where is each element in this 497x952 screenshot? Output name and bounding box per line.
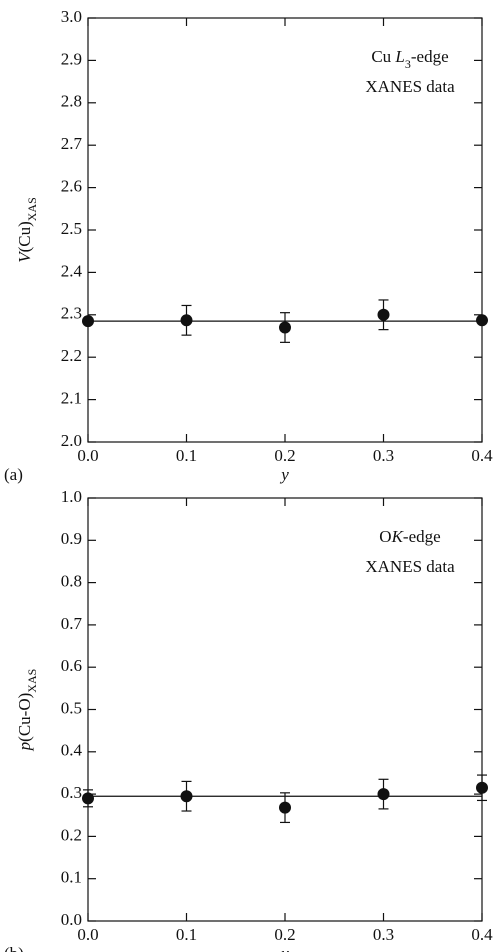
- y-tick-label: 2.4: [61, 261, 83, 280]
- y-tick-label: 0.1: [61, 868, 82, 887]
- annotation: Cu L3-edge: [371, 47, 448, 71]
- y-tick-label: 2.8: [61, 92, 82, 111]
- y-tick-label: 2.5: [61, 219, 82, 238]
- y-tick-label: 0.4: [61, 741, 83, 760]
- x-tick-label: 0.1: [176, 446, 197, 465]
- y-tick-label: 2.1: [61, 389, 82, 408]
- y-axis-label-part: p: [15, 742, 34, 752]
- y-tick-label: 2.3: [61, 304, 82, 323]
- annotation-part: K: [391, 527, 405, 546]
- y-axis-label-part: XAS: [25, 669, 39, 693]
- x-axis-label: y: [279, 465, 289, 484]
- y-axis-label-part: V: [15, 250, 34, 263]
- annotation-part: XANES data: [365, 77, 455, 96]
- x-tick-label: 0.1: [176, 925, 197, 944]
- x-axis-label: y: [279, 944, 289, 952]
- data-point: [279, 801, 291, 814]
- data-point: [476, 314, 488, 327]
- panel-label: (a): [4, 465, 23, 484]
- y-tick-label: 1.0: [61, 487, 82, 506]
- y-tick-label: 3.0: [61, 7, 82, 26]
- annotation-part: Cu: [371, 47, 395, 66]
- annotation-part: L: [394, 47, 404, 66]
- annotation-part: O: [379, 527, 391, 546]
- annotation-part: -edge: [403, 527, 441, 546]
- y-tick-label: 0.7: [61, 614, 83, 633]
- y-tick-label: 0.0: [61, 910, 82, 929]
- x-tick-label: 0.0: [77, 446, 98, 465]
- y-tick-label: 0.8: [61, 572, 82, 591]
- x-tick-label: 0.2: [274, 446, 295, 465]
- y-tick-label: 2.0: [61, 431, 82, 450]
- data-point: [180, 314, 193, 327]
- y-tick-label: 0.6: [61, 656, 82, 675]
- data-point: [82, 792, 94, 805]
- y-tick-label: 0.9: [61, 529, 82, 548]
- y-axis-label: p(Cu-O)XAS: [15, 669, 39, 752]
- y-tick-label: 0.3: [61, 783, 82, 802]
- annotation-part: 3: [405, 57, 411, 71]
- x-tick-label: 0.4: [471, 925, 493, 944]
- data-point: [377, 308, 390, 321]
- y-tick-label: 2.6: [61, 177, 82, 196]
- data-point: [279, 321, 291, 334]
- x-tick-label: 0.2: [274, 925, 295, 944]
- y-tick-label: 2.7: [61, 134, 83, 153]
- x-tick-label: 0.3: [373, 925, 394, 944]
- y-axis-label-part: (Cu-O): [15, 693, 34, 742]
- x-tick-label: 0.3: [373, 446, 394, 465]
- data-point: [377, 788, 390, 801]
- data-point: [82, 315, 94, 328]
- data-point: [180, 790, 193, 803]
- x-tick-label: 0.0: [77, 925, 98, 944]
- annotation: XANES data: [365, 557, 455, 576]
- annotation-part: XANES data: [365, 557, 455, 576]
- annotation: OK-edge: [379, 527, 440, 546]
- data-point: [476, 781, 488, 794]
- y-tick-label: 0.5: [61, 698, 82, 717]
- annotation: XANES data: [365, 77, 455, 96]
- y-tick-label: 0.2: [61, 825, 82, 844]
- y-tick-label: 2.9: [61, 49, 82, 68]
- y-axis-label: V(Cu)XAS: [15, 197, 39, 263]
- y-axis-label-part: XAS: [25, 197, 39, 221]
- panel-label: (b): [4, 944, 24, 952]
- y-axis-label-part: (Cu): [15, 221, 34, 252]
- x-tick-label: 0.4: [471, 446, 493, 465]
- annotation-part: -edge: [411, 47, 449, 66]
- y-tick-label: 2.2: [61, 346, 82, 365]
